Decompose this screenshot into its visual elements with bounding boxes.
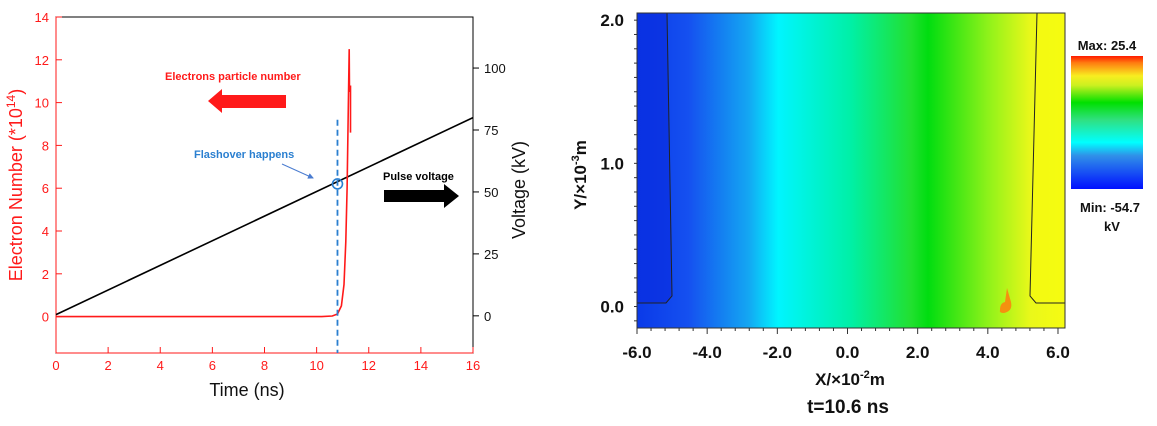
colorbar — [1071, 56, 1143, 189]
y-right-tick-label: 25 — [484, 247, 498, 262]
heatmap-x-tick-label: -6.0 — [622, 343, 651, 362]
heatmap-y-tick-label: 0.0 — [600, 298, 624, 317]
x-tick-label: 10 — [309, 358, 323, 373]
heatmap-frame — [636, 12, 1066, 329]
x-tick-label: 4 — [157, 358, 164, 373]
y-left-tick-label: 14 — [35, 10, 49, 25]
time-caption: t=10.6 ns — [807, 397, 889, 418]
electron-number-line — [56, 49, 352, 318]
pulse-voltage-label: Pulse voltage — [383, 171, 454, 183]
potential-heatmap: -6.0 -4.0 -2.0 0.0 2.0 4.0 6.00.01.02.0 X/×10-… — [570, 11, 1143, 418]
y-left-tick-label: 10 — [35, 96, 49, 111]
right-arrow-icon — [384, 184, 459, 208]
left-electrode-region — [637, 13, 672, 303]
heatmap-y-tick-label: 1.0 — [600, 154, 624, 173]
left-electrode-outline — [637, 12, 673, 304]
y-left-tick-label: 0 — [42, 310, 49, 325]
electrons-label: Electrons particle number — [165, 71, 301, 83]
left-axis-title-exponent: 14 — [4, 94, 18, 108]
heatmap-field — [637, 13, 1065, 328]
x-tick-label: 12 — [362, 358, 376, 373]
hotspot — [999, 288, 1012, 313]
electron-voltage-chart: 0 2 4 6 8 10 12 14 16 0 2 4 6 8 10 12 14 0 25 50 75 100 Flash… — [4, 10, 529, 400]
x-title-text: X/×10 — [815, 370, 860, 389]
heatmap-y-title: Y/×10-3m — [570, 140, 590, 210]
heatmap-x-tick-label: -2.0 — [763, 343, 792, 362]
y-left-tick-label: 4 — [42, 224, 49, 239]
pulse-voltage-line — [55, 116, 474, 316]
y-right-tick-label: 100 — [484, 61, 506, 76]
x-tick-label: 8 — [261, 358, 268, 373]
heatmap-x-tick-label: 2.0 — [906, 343, 930, 362]
y-right-tick-label: 0 — [484, 309, 491, 324]
heatmap-x-tick-label: 0.0 — [836, 343, 860, 362]
colorbar-max-label: Max: 25.4 — [1078, 38, 1137, 53]
y-title-unit: m — [571, 140, 590, 155]
y-left-tick-label: 6 — [42, 181, 49, 196]
y-right-tick-label: 75 — [484, 123, 498, 138]
x-axis-title: Time (ns) — [209, 380, 284, 400]
colorbar-min-label: Min: -54.7 — [1080, 200, 1140, 215]
y-title-text: Y/×10 — [571, 165, 590, 210]
x-tick-label: 14 — [414, 358, 428, 373]
x-tick-label: 0 — [52, 358, 59, 373]
left-axis-title-text: Electron Number (*10 — [6, 108, 26, 281]
right-electrode-outline — [1029, 12, 1065, 304]
flashover-marker — [331, 178, 344, 190]
y-left-tick-label: 12 — [35, 53, 49, 68]
plot-frame — [55, 16, 474, 354]
right-axis-title: Voltage (kV) — [509, 141, 529, 239]
colorbar-unit: kV — [1104, 219, 1120, 234]
x-tick-label: 16 — [466, 358, 480, 373]
y-title-exponent: -3 — [570, 155, 582, 165]
x-tick-label: 2 — [105, 358, 112, 373]
left-axis-title-close: ) — [6, 89, 26, 95]
x-tick-label: 6 — [209, 358, 216, 373]
right-electrode-region — [1030, 13, 1065, 303]
left-axis-title: Electron Number (*1014) — [4, 89, 26, 281]
y-left-tick-label: 2 — [42, 267, 49, 282]
y-right-tick-label: 50 — [484, 185, 498, 200]
x-title-unit: m — [870, 370, 885, 389]
heatmap-x-title: X/×10-2m — [815, 369, 885, 389]
flashover-label: Flashover happens — [194, 149, 294, 161]
heatmap-x-tick-label: 6.0 — [1046, 343, 1070, 362]
y-left-tick-label: 8 — [42, 138, 49, 153]
heatmap-x-tick-label: 4.0 — [976, 343, 1000, 362]
flashover-pointer-arrow — [281, 163, 314, 179]
x-title-exponent: -2 — [860, 369, 870, 381]
heatmap-y-tick-label: 2.0 — [600, 11, 624, 30]
left-arrow-icon — [208, 89, 286, 113]
heatmap-x-tick-label: -4.0 — [693, 343, 722, 362]
